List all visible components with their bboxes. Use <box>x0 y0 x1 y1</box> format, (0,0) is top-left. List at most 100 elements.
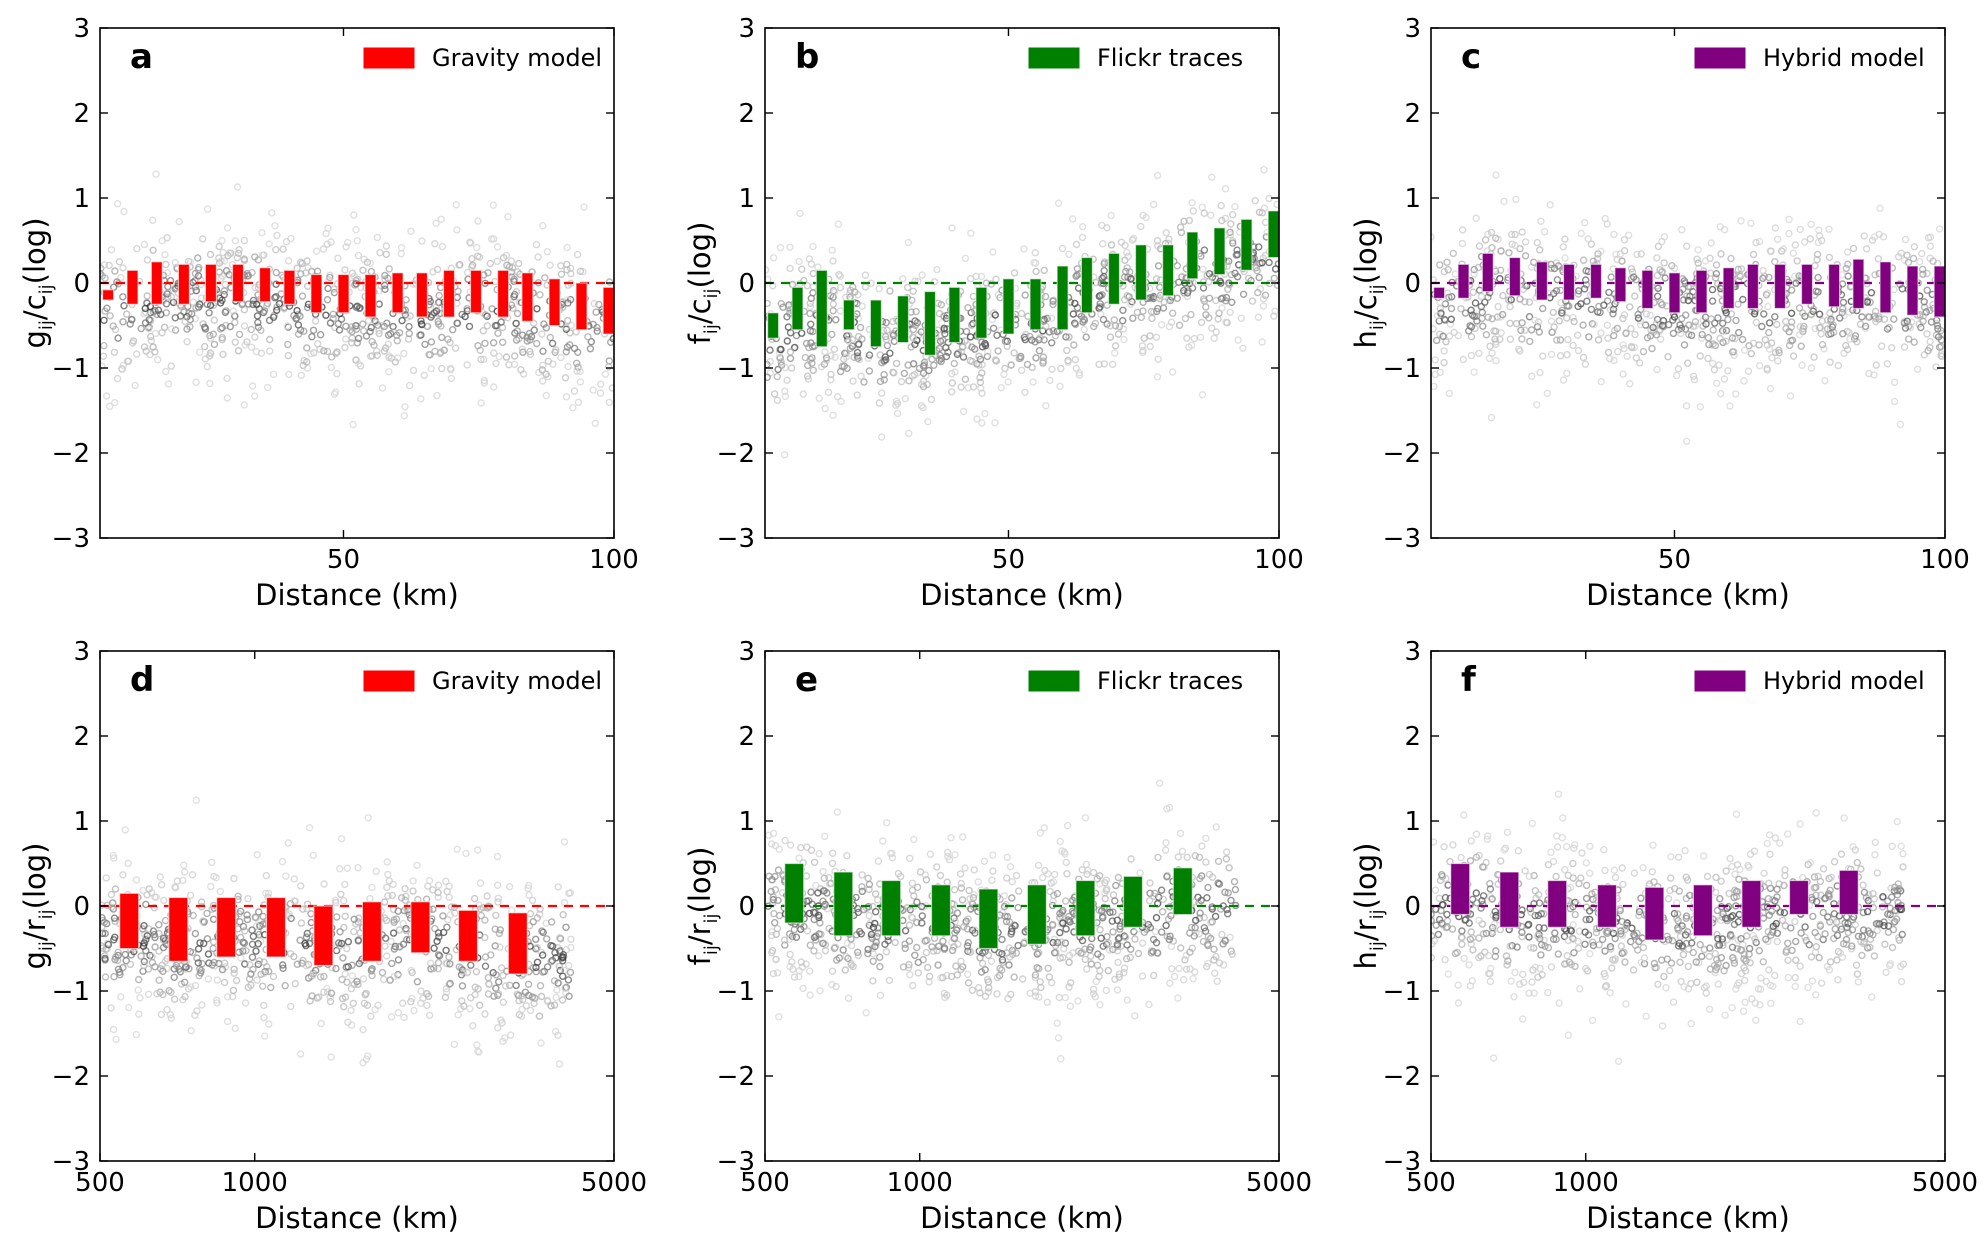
scatter-point <box>1871 307 1880 316</box>
scatter-point <box>555 962 563 970</box>
scatter-point <box>368 883 376 892</box>
scatter-point <box>958 896 967 904</box>
scatter-point <box>119 293 127 301</box>
scatter-point <box>392 915 401 923</box>
scatter-point <box>985 984 993 992</box>
scatter-point <box>1160 298 1168 306</box>
scatter-point <box>474 846 482 854</box>
scatter-point <box>135 1010 143 1018</box>
scatter-point <box>862 1009 870 1017</box>
scatter-point <box>494 1024 502 1032</box>
scatter-point <box>790 973 799 981</box>
box-4 <box>313 905 334 967</box>
x-tick-label: 100 <box>589 545 639 575</box>
scatter-point <box>1793 257 1801 265</box>
scatter-point <box>533 339 541 348</box>
scatter-point <box>206 334 215 342</box>
scatter-point <box>1766 247 1775 255</box>
scatter-point <box>394 956 403 964</box>
scatter-point <box>123 357 132 365</box>
scatter-point <box>183 338 191 346</box>
scatter-point <box>326 997 335 1006</box>
scatter-point <box>1153 304 1162 313</box>
scatter-point <box>334 254 342 262</box>
scatter-point <box>310 349 318 357</box>
box-18 <box>1240 218 1253 271</box>
scatter-point <box>1680 341 1689 349</box>
scatter-point <box>1603 220 1612 228</box>
scatter-point <box>882 318 890 327</box>
scatter-point <box>970 891 978 899</box>
scatter-point <box>537 992 546 1001</box>
box-9 <box>1668 272 1681 314</box>
scatter-point <box>767 887 775 896</box>
scatter-point <box>828 246 836 254</box>
scatter-point <box>431 239 439 248</box>
scatter-point <box>1825 966 1834 974</box>
scatter-point <box>912 307 920 316</box>
scatter-point <box>311 317 320 325</box>
scatter-point <box>1525 313 1534 321</box>
scatter-point <box>1271 307 1279 315</box>
scatter-point <box>795 257 803 266</box>
scatter-point <box>1060 848 1069 856</box>
scatter-point <box>539 951 547 959</box>
scatter-point <box>555 1060 564 1068</box>
box-11 <box>391 272 404 314</box>
scatter-point <box>1123 941 1131 949</box>
x-tick-label: 100 <box>1254 545 1304 575</box>
panel-letter: b <box>795 37 819 77</box>
y-tick-label: −1 <box>52 354 90 384</box>
scatter-point <box>1188 199 1196 207</box>
scatter-point <box>992 357 1000 365</box>
y-label-subscript: ij <box>36 284 57 294</box>
scatter-point <box>426 351 434 359</box>
scatter-point <box>467 239 475 247</box>
scatter-point <box>767 840 776 848</box>
scatter-point <box>458 982 467 990</box>
scatter-point <box>1007 361 1015 369</box>
scatter-point <box>564 299 572 307</box>
scatter-point <box>909 325 918 334</box>
scatter-point <box>518 331 527 339</box>
scatter-point <box>380 322 389 331</box>
scatter-point <box>1817 330 1825 338</box>
y-tick-label: 2 <box>738 99 755 129</box>
scatter-point <box>248 926 256 934</box>
scatter-point <box>1874 255 1883 263</box>
scatter-point <box>875 399 884 407</box>
y-tick-label: 3 <box>738 14 755 44</box>
scatter-point <box>1933 321 1942 330</box>
scatter-point <box>939 937 947 945</box>
scatter-point <box>1600 301 1608 309</box>
scatter-point <box>936 871 945 880</box>
scatter-point <box>590 299 598 308</box>
scatter-point <box>1536 964 1544 973</box>
y-tick-label: 2 <box>1404 99 1421 129</box>
scatter-point <box>929 947 938 955</box>
scatter-point <box>557 270 566 278</box>
scatter-point <box>352 920 360 928</box>
scatter-point <box>1690 375 1699 384</box>
scatter-point <box>876 377 885 386</box>
scatter-point <box>1083 870 1091 878</box>
scatter-point <box>530 999 538 1008</box>
scatter-point <box>536 1012 544 1020</box>
scatter-point <box>1774 357 1782 365</box>
scatter-point <box>481 916 489 924</box>
scatter-point <box>503 261 511 269</box>
scatter-point <box>1021 335 1030 344</box>
scatter-point <box>1616 250 1625 258</box>
scatter-point <box>223 394 232 402</box>
scatter-point <box>400 349 408 358</box>
scatter-point <box>1648 344 1656 353</box>
scatter-point <box>537 1039 545 1047</box>
scatter-point <box>481 311 490 319</box>
scatter-point <box>1800 238 1809 246</box>
scatter-point <box>320 347 328 355</box>
scatter-point <box>564 296 572 304</box>
scatter-point <box>282 237 291 246</box>
scatter-point <box>489 339 498 347</box>
scatter-point <box>901 944 909 952</box>
scatter-point <box>776 354 784 362</box>
